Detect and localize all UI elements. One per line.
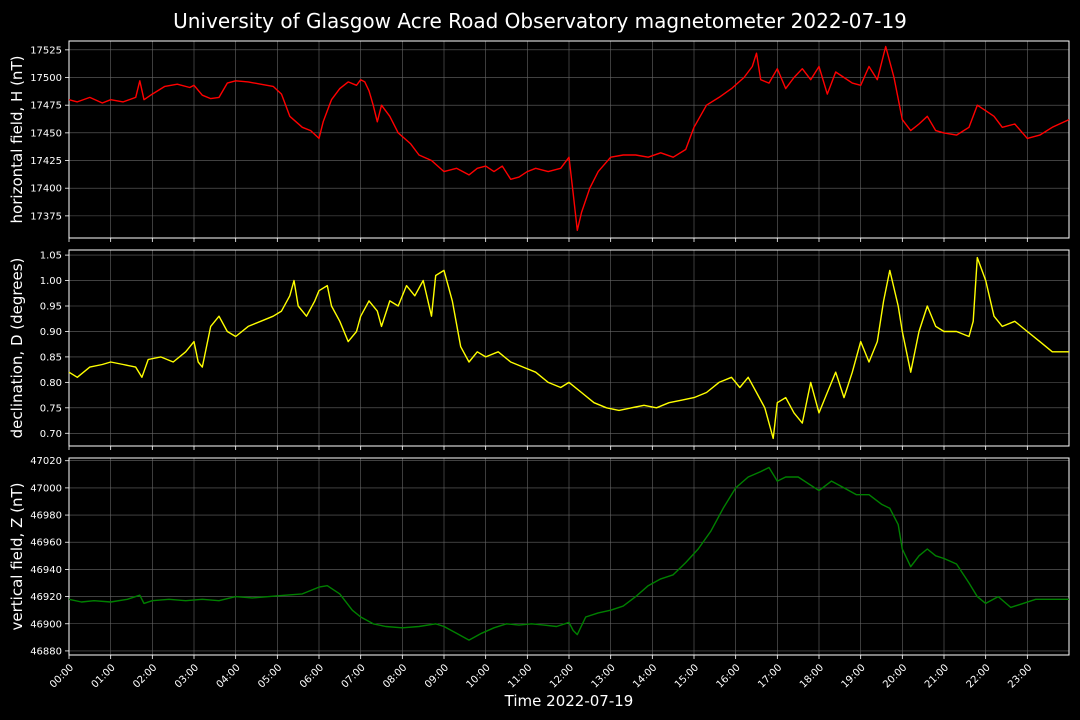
panel-1: 17375 17400 17425 17450 17475 17500 17525 horiz… xyxy=(8,40,1070,242)
x-tick-label: 16:00 xyxy=(715,662,743,690)
x-tick-label: 09:00 xyxy=(423,662,451,690)
y-tick-label: 17375 xyxy=(30,211,62,222)
x-tick-label: 19:00 xyxy=(840,662,868,690)
y-tick-label: 46920 xyxy=(30,592,62,603)
y-tick-label: 1.00 xyxy=(40,276,62,287)
y-tick-label: 17475 xyxy=(30,101,62,112)
y-tick-label: 46880 xyxy=(30,646,62,657)
x-tick-label: 23:00 xyxy=(1006,662,1034,690)
x-tick-label: 04:00 xyxy=(215,662,243,690)
y-tick-label: 17525 xyxy=(30,45,62,56)
x-tick-label: 10:00 xyxy=(465,662,493,690)
y-tick-label: 0.75 xyxy=(40,403,62,414)
x-tick-label: 00:00 xyxy=(48,662,76,690)
x-tick-label: 15:00 xyxy=(673,662,701,690)
x-tick-label: 17:00 xyxy=(756,662,784,690)
series-line xyxy=(68,45,1070,231)
plot-frame xyxy=(68,40,1070,239)
y-axis-label: horizontal field, H (nT) xyxy=(8,56,26,224)
y-tick-label: 47020 xyxy=(30,456,62,467)
y-tick-label: 0.85 xyxy=(40,352,62,363)
y-tick-label: 46960 xyxy=(30,538,62,549)
x-tick-label: 02:00 xyxy=(131,662,159,690)
y-tick-label: 0.95 xyxy=(40,302,62,313)
x-tick-label: 03:00 xyxy=(173,662,201,690)
x-tick-label: 22:00 xyxy=(965,662,993,690)
x-tick-label: 08:00 xyxy=(381,662,409,690)
y-tick-label: 46940 xyxy=(30,565,62,576)
y-tick-label: 46980 xyxy=(30,511,62,522)
chart-title: University of Glasgow Acre Road Observat… xyxy=(173,9,907,33)
y-tick-label: 1.05 xyxy=(40,251,62,262)
y-tick-label: 17500 xyxy=(30,73,62,84)
plot-frame xyxy=(68,249,1070,447)
y-tick-label: 0.80 xyxy=(40,378,62,389)
x-tick-label: 07:00 xyxy=(340,662,368,690)
x-tick-label: 13:00 xyxy=(590,662,618,690)
x-tick-label: 12:00 xyxy=(548,662,576,690)
x-tick-label: 01:00 xyxy=(90,662,118,690)
panel-3: 46880 46900 46920 46940 46960 46980 47000 47020… xyxy=(8,456,1070,659)
x-tick-label: 11:00 xyxy=(506,662,534,690)
y-axis-label: vertical field, Z (nT) xyxy=(8,482,26,630)
y-tick-label: 0.70 xyxy=(40,429,62,440)
x-tick-label: 21:00 xyxy=(923,662,951,690)
y-tick-label: 17450 xyxy=(30,128,62,139)
panel-2: 0.70 0.75 0.80 0.85 0.90 0.95 1.00 1.05 declinat… xyxy=(8,249,1070,450)
y-tick-label: 47000 xyxy=(30,483,62,494)
y-tick-label: 17425 xyxy=(30,156,62,167)
plot-frame xyxy=(68,457,1070,656)
x-tick-label: 06:00 xyxy=(298,662,326,690)
y-tick-label: 46900 xyxy=(30,619,62,630)
series-line xyxy=(68,466,1069,641)
series-line xyxy=(68,256,1069,440)
x-tick-label: 20:00 xyxy=(881,662,909,690)
x-tick-label: 14:00 xyxy=(631,662,659,690)
y-tick-label: 0.90 xyxy=(40,327,62,338)
x-axis-label: Time 2022-07-19 xyxy=(504,692,634,710)
y-tick-label: 17400 xyxy=(30,184,62,195)
x-tick-label: 05:00 xyxy=(256,662,284,690)
y-axis-label: declination, D (degrees) xyxy=(8,258,26,439)
x-tick-label: 18:00 xyxy=(798,662,826,690)
